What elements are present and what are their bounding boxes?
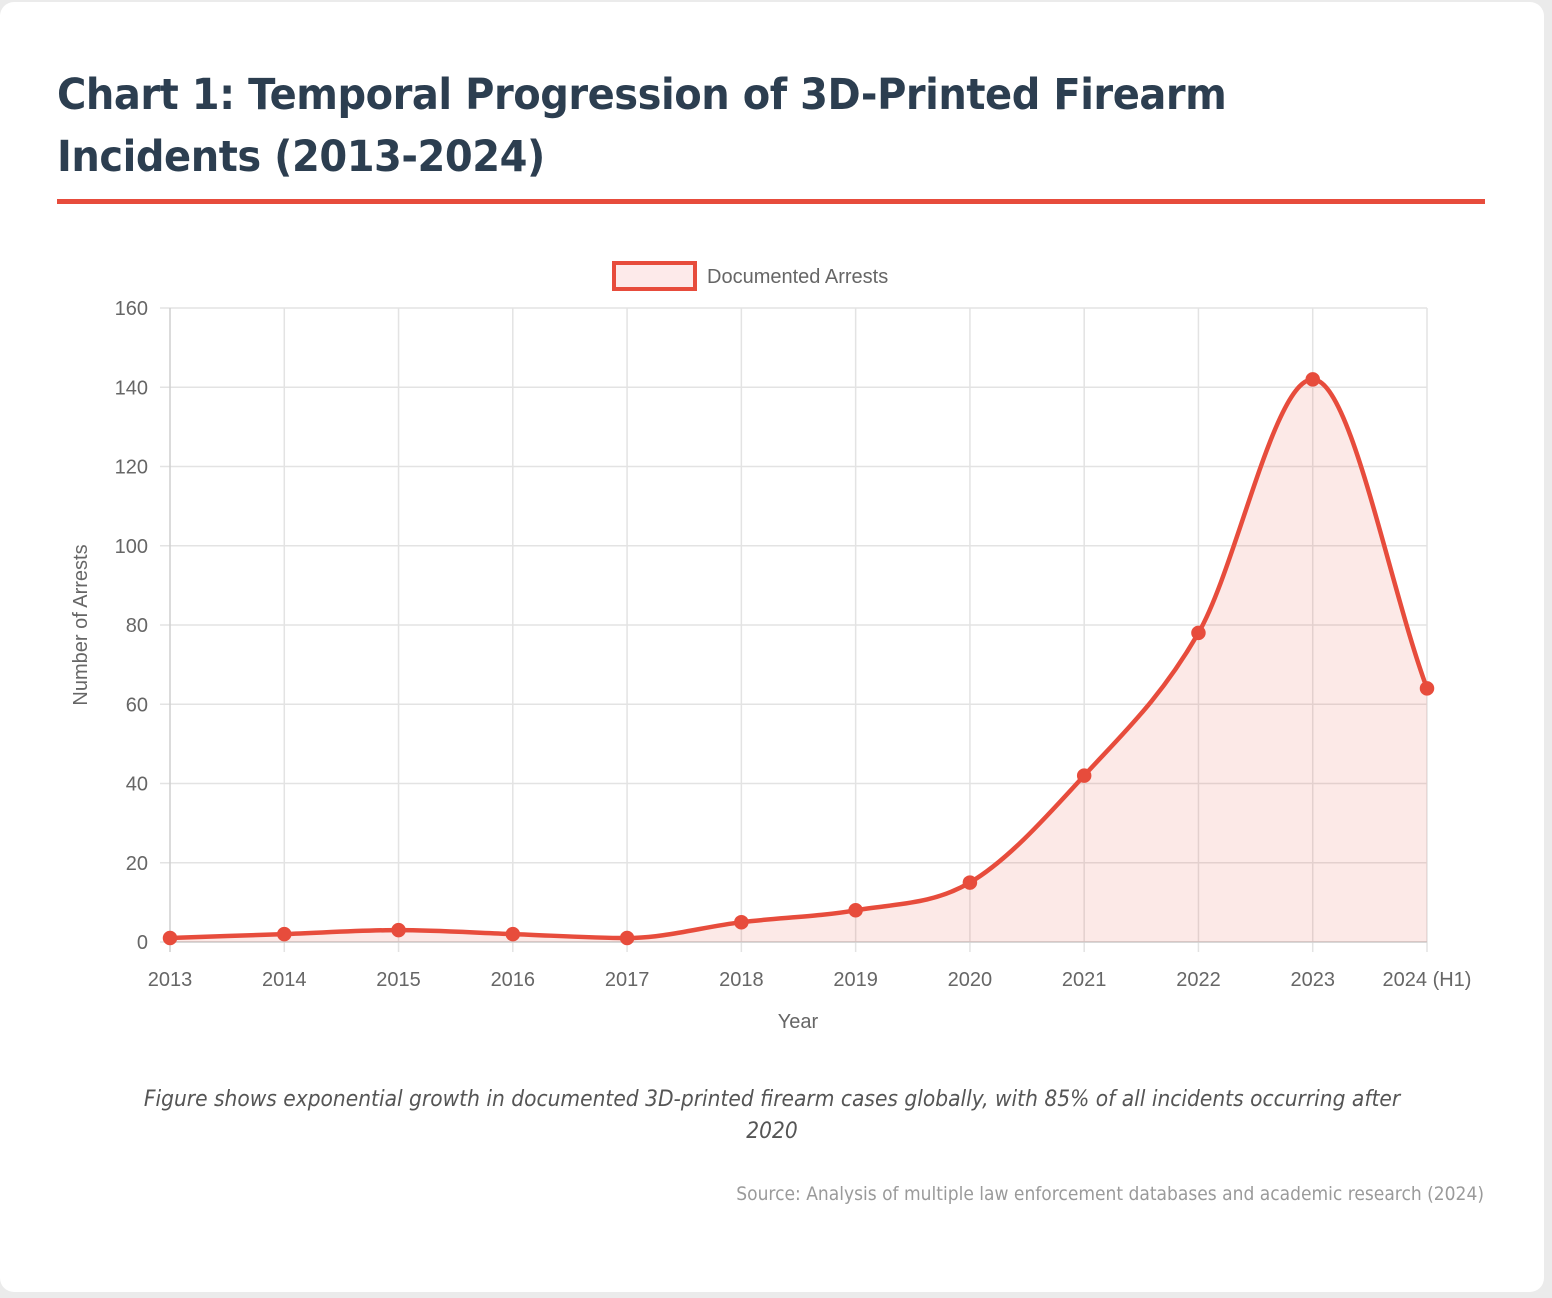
- y-tick-label: 160: [115, 298, 148, 320]
- x-tick-label: 2019: [833, 969, 878, 991]
- data-point-2015[interactable]: [391, 922, 406, 938]
- x-tick-label: 2023: [1290, 969, 1335, 991]
- x-axis-title: Year: [778, 1011, 819, 1033]
- data-point-2019[interactable]: [848, 903, 863, 918]
- legend[interactable]: Documented Arrests: [612, 261, 888, 291]
- x-tick-label: 2022: [1176, 969, 1221, 991]
- source-note: Source: Analysis of multiple law enforce…: [736, 1183, 1484, 1205]
- y-axis-title: Number of Arrests: [70, 544, 92, 705]
- legend-label: Documented Arrests: [707, 266, 888, 288]
- data-point-2017[interactable]: [619, 930, 635, 946]
- data-point-2018[interactable]: [734, 914, 749, 930]
- figure-caption: Figure shows exponential growth in docum…: [143, 1087, 1401, 1144]
- data-point-2020[interactable]: [962, 875, 978, 890]
- series-area-fill: [170, 379, 1427, 942]
- data-point-2021[interactable]: [1076, 768, 1092, 783]
- x-tick-label: 2024 (H1): [1383, 969, 1472, 991]
- title-underline: [57, 199, 1485, 204]
- data-point-2014[interactable]: [277, 926, 292, 942]
- y-tick-label: 100: [115, 536, 148, 558]
- y-tick-label: 0: [137, 932, 148, 954]
- x-tick-label: 2020: [948, 969, 993, 991]
- data-point-2016[interactable]: [505, 926, 521, 942]
- x-tick-label: 2017: [605, 969, 650, 991]
- page-title: Chart 1: Temporal Progression of 3D-Prin…: [57, 70, 1227, 182]
- y-tick-label: 80: [126, 615, 148, 637]
- y-tick-label: 40: [126, 774, 148, 796]
- x-tick-label: 2021: [1062, 969, 1107, 991]
- y-tick-label: 120: [115, 457, 148, 479]
- x-tick-labels: 2013 2014 2015 2016 2017 2018 2019 2020 2021 2022…: [148, 969, 1472, 991]
- legend-swatch: [612, 261, 697, 291]
- y-tick-labels: 0 20 40 60 80 100 120 140 160: [115, 298, 148, 954]
- y-tick-label: 140: [115, 377, 148, 399]
- x-tick-label: 2014: [262, 969, 307, 991]
- data-point-2013[interactable]: [162, 930, 178, 946]
- x-gridlines: [169, 308, 1428, 952]
- x-tick-label: 2018: [719, 969, 764, 991]
- x-tick-label: 2015: [376, 969, 421, 991]
- x-tick-label: 2016: [491, 969, 536, 991]
- data-point-2024-h1[interactable]: [1419, 681, 1435, 696]
- y-tick-label: 20: [126, 853, 148, 875]
- x-tick-label: 2013: [148, 969, 193, 991]
- data-point-2023[interactable]: [1305, 372, 1320, 387]
- series-points: [162, 372, 1435, 946]
- y-tick-label: 60: [126, 694, 148, 716]
- data-point-2022[interactable]: [1191, 625, 1206, 641]
